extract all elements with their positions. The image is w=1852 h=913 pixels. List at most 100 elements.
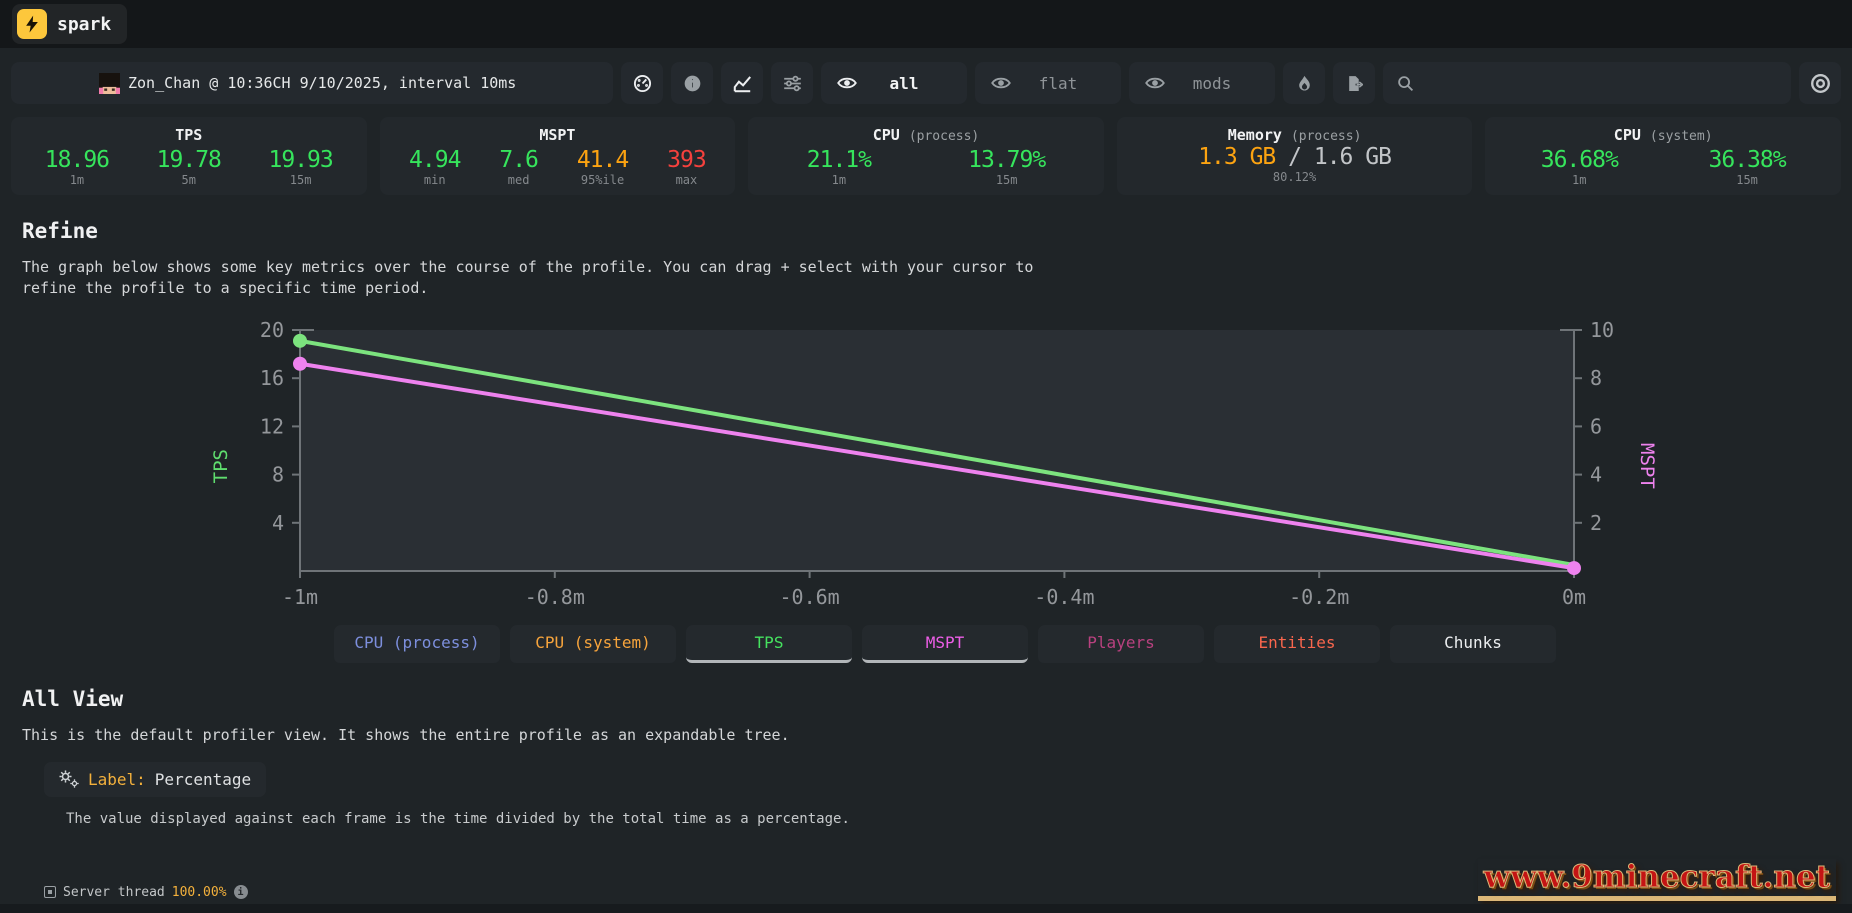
stat-title: TPS <box>175 126 203 144</box>
watermark: www.9minecraft.net <box>1477 859 1836 901</box>
svg-text:8: 8 <box>1590 366 1602 390</box>
cpu-system-panel: CPU (system) 36.68% 1m 36.38% 15m <box>1485 117 1841 195</box>
stat-title: CPU (system) <box>1613 126 1713 144</box>
export-button[interactable] <box>1333 62 1375 104</box>
badge-value: Percentage <box>154 769 252 789</box>
brand-logo[interactable]: spark <box>12 4 128 44</box>
lightning-bolt-icon <box>17 9 47 39</box>
series-toggle-row: CPU (process) CPU (system) TPS MSPT Play… <box>334 624 1830 663</box>
stat-value: 41.4 <box>576 147 629 173</box>
memory-percent: 80.12% <box>1272 170 1317 184</box>
stat-value: 36.68% <box>1540 147 1619 173</box>
record-button[interactable] <box>1799 62 1841 104</box>
left-axis-label: TPS <box>210 448 232 484</box>
search-icon <box>1397 75 1414 92</box>
svg-text:12: 12 <box>260 414 284 438</box>
view-toggle-flat-label: flat <box>1038 73 1078 93</box>
stat-title: CPU (process) <box>872 126 980 144</box>
stat-value: 36.38% <box>1708 147 1787 173</box>
stat-value: 393 <box>667 147 707 173</box>
stat-value: 4.94 <box>409 147 461 173</box>
settings-sliders-button[interactable] <box>771 62 813 104</box>
flame-icon <box>1296 75 1313 92</box>
stat-value-label: min <box>423 173 446 187</box>
refine-heading: Refine <box>22 219 98 243</box>
search-bar[interactable] <box>1383 62 1791 104</box>
top-bar: spark <box>0 0 1852 48</box>
stat-value-label: med <box>507 173 530 187</box>
view-toggle-mods[interactable]: mods <box>1129 62 1275 104</box>
sliders-icon <box>783 74 802 93</box>
right-axis-label: MSPT <box>1636 443 1658 489</box>
session-info: Zon_Chan @ 10:36CH 9/10/2025, interval 1… <box>128 74 517 92</box>
stat-title: MSPT <box>539 126 576 144</box>
svg-text:0m: 0m <box>1562 585 1586 609</box>
svg-text:6: 6 <box>1590 414 1602 438</box>
stat-value-label: 1m <box>831 173 847 187</box>
view-toggle-flat[interactable]: flat <box>975 62 1121 104</box>
svg-text:20: 20 <box>260 320 284 342</box>
graph-view-button[interactable] <box>721 62 763 104</box>
svg-text:-1m: -1m <box>282 585 318 609</box>
mspt-panel: MSPT 4.94 min 7.6 med 41.4 95%ile 393 max <box>379 117 736 195</box>
info-icon <box>683 74 702 93</box>
svg-text:-0.4m: -0.4m <box>1034 585 1094 609</box>
label-mode-badge[interactable]: Label: Percentage <box>44 761 267 797</box>
stat-value: 18.96 <box>44 147 110 173</box>
series-button-mspt[interactable]: MSPT <box>862 624 1028 663</box>
stat-value-label: 1m <box>69 173 85 187</box>
eye-icon <box>837 73 857 93</box>
series-button-cpu-system[interactable]: CPU (system) <box>510 624 676 663</box>
svg-text:-0.6m: -0.6m <box>779 585 839 609</box>
stat-value: 21.1% <box>806 147 872 173</box>
metrics-gauge-button[interactable] <box>621 62 663 104</box>
stat-value-label: max <box>675 173 698 187</box>
stat-value-label: 5m <box>181 173 196 187</box>
thread-root-row[interactable]: Server thread 100.00% i <box>44 885 1830 900</box>
stat-value-label: 95%ile <box>580 173 625 187</box>
memory-used: 1.3 GB <box>1198 144 1276 170</box>
flame-button[interactable] <box>1283 62 1325 104</box>
search-input[interactable] <box>1422 75 1777 91</box>
badge-label: Label: <box>88 769 146 789</box>
series-button-chunks[interactable]: Chunks <box>1390 624 1556 663</box>
stat-value: 13.79% <box>968 147 1046 173</box>
svg-text:4: 4 <box>1590 462 1602 486</box>
session-panel: Zon_Chan @ 10:36CH 9/10/2025, interval 1… <box>11 62 613 104</box>
stat-title: Memory (process) <box>1227 126 1362 144</box>
cpu-process-panel: CPU (process) 21.1% 1m 13.79% 15m <box>748 117 1104 195</box>
gears-icon <box>59 770 79 789</box>
info-circle-icon: i <box>233 885 248 900</box>
memory-panel: Memory (process) 1.3 GB / 1.6 GB 80.12% <box>1116 117 1473 195</box>
stat-value: 19.93 <box>268 147 334 173</box>
eye-icon <box>991 73 1011 93</box>
svg-text:10: 10 <box>1590 320 1614 342</box>
record-bullseye-icon <box>1810 73 1831 94</box>
memory-total: 1.6 GB <box>1313 144 1392 170</box>
series-button-cpu-process[interactable]: CPU (process) <box>334 624 500 663</box>
series-button-tps[interactable]: TPS <box>686 624 852 663</box>
file-export-icon <box>1346 75 1363 92</box>
view-toggle-all[interactable]: all <box>821 62 967 104</box>
metrics-chart: TPS 4 8 12 16 20 2 4 6 8 10 -1m -0.8m -0.6m -0.4m -0.2… <box>210 320 1830 613</box>
svg-text:2: 2 <box>1590 510 1602 534</box>
svg-text:4: 4 <box>272 510 284 534</box>
stat-value-label: 15m <box>289 173 312 187</box>
stats-row: TPS 18.96 1m 19.78 5m 19.93 15m MSPT 4.94 mi… <box>11 117 1841 195</box>
series-button-players[interactable]: Players <box>1038 624 1204 663</box>
stat-value: 19.78 <box>156 147 222 173</box>
thread-name: Server thread <box>63 884 165 900</box>
svg-text:8: 8 <box>272 462 284 486</box>
stat-value-label: 15m <box>995 173 1018 187</box>
refine-description: The graph below shows some key metrics o… <box>22 258 1034 298</box>
info-button[interactable] <box>671 62 713 104</box>
allview-note: The value displayed against each frame i… <box>66 810 850 827</box>
gauge-icon <box>633 74 652 93</box>
thread-percent: 100.00% <box>171 884 227 900</box>
view-toggle-mods-label: mods <box>1192 73 1232 93</box>
eye-icon <box>1145 73 1165 93</box>
svg-text:-0.2m: -0.2m <box>1289 585 1349 609</box>
allview-description: This is the default profiler view. It sh… <box>22 725 790 744</box>
series-button-entities[interactable]: Entities <box>1214 624 1380 663</box>
